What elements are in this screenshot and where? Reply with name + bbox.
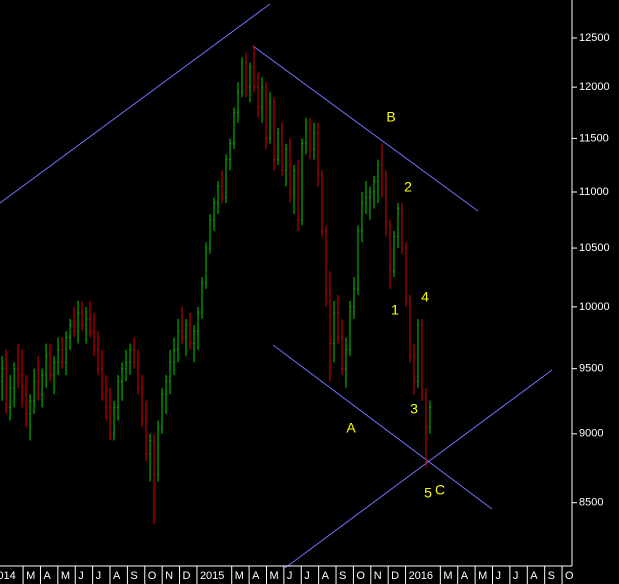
trend-line — [284, 369, 553, 569]
y-tick-label: 9500 — [579, 363, 603, 375]
y-tick-label: 8500 — [579, 497, 603, 509]
x-tick-label: J — [496, 570, 502, 582]
annotation: 5 — [424, 485, 432, 501]
y-tick-label: 10000 — [579, 301, 610, 313]
annotation: 1 — [391, 302, 399, 318]
y-tick-label: 9000 — [579, 428, 603, 440]
y-tick-label: 10500 — [579, 242, 610, 254]
y-tick-label: 11500 — [579, 132, 609, 144]
x-tick-label: A — [530, 570, 538, 582]
x-tick-label: S — [130, 570, 137, 582]
x-tick-label: M — [478, 570, 487, 582]
x-tick-label: D — [183, 570, 191, 582]
x-tick-label: D — [391, 570, 399, 582]
y-tick-label: 12000 — [579, 81, 610, 93]
x-tick-label: 2014 — [0, 570, 16, 582]
y-tick-label: 12500 — [579, 32, 610, 44]
x-tick-label: J — [304, 570, 310, 582]
annotation: B — [386, 109, 395, 125]
x-tick-label: A — [322, 570, 330, 582]
trend-line — [0, 3, 271, 204]
trend-line — [252, 45, 479, 212]
x-tick-label: A — [113, 570, 121, 582]
x-tick-label: S — [339, 570, 346, 582]
x-tick-label: M — [443, 570, 452, 582]
x-tick-label: A — [43, 570, 51, 582]
x-tick-label: O — [356, 570, 365, 582]
x-tick-label: M — [235, 570, 244, 582]
y-tick-label: 11000 — [579, 186, 609, 198]
annotation: 3 — [410, 401, 418, 417]
x-tick-label: 2015 — [200, 570, 224, 582]
x-tick-label: J — [78, 570, 84, 582]
x-tick-label: M — [61, 570, 70, 582]
trend-line — [272, 344, 493, 510]
x-tick-label: J — [513, 570, 519, 582]
annotation: 4 — [421, 289, 429, 305]
x-tick-label: A — [252, 570, 260, 582]
x-tick-label: M — [26, 570, 35, 582]
x-tick-label: S — [548, 570, 555, 582]
x-tick-label: N — [165, 570, 173, 582]
x-tick-label: 2016 — [409, 570, 433, 582]
annotation: A — [346, 420, 356, 436]
x-tick-label: M — [269, 570, 278, 582]
x-tick-label: O — [148, 570, 157, 582]
x-tick-label: J — [96, 570, 102, 582]
x-tick-label: O — [565, 570, 574, 582]
annotation: C — [435, 482, 445, 498]
x-tick-label: A — [461, 570, 469, 582]
annotation: 2 — [404, 179, 412, 195]
x-tick-label: J — [287, 570, 293, 582]
x-tick-label: N — [374, 570, 382, 582]
